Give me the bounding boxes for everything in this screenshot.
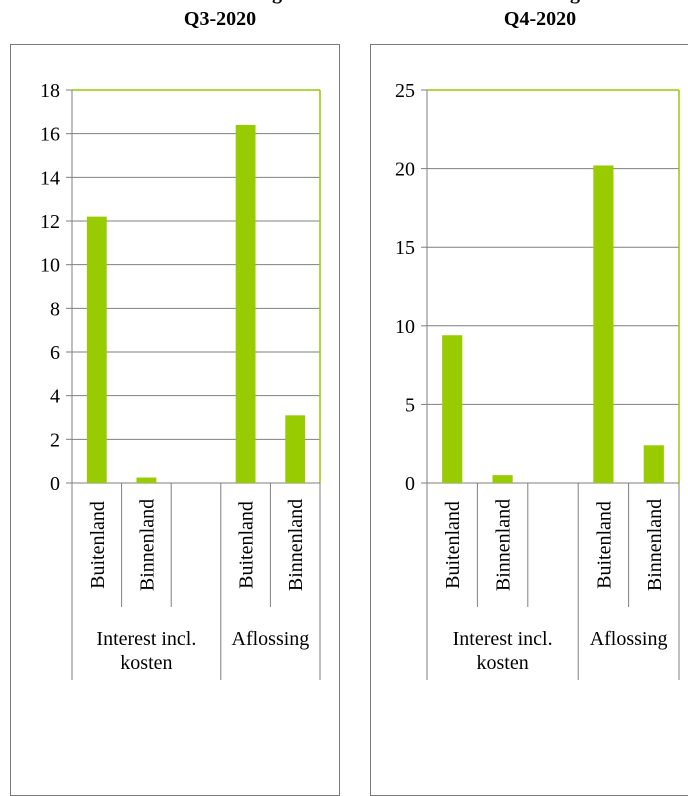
y-tick-label: 2 — [50, 429, 60, 451]
x-category-label: Binnenland — [136, 499, 158, 591]
y-tick-label: 15 — [395, 237, 415, 259]
x-group-label: kosten — [120, 652, 172, 674]
y-tick-label: 16 — [40, 124, 60, 146]
bar — [235, 124, 256, 483]
x-category-label: Buitenland — [593, 501, 615, 589]
y-tick-label: 4 — [50, 386, 60, 408]
chart-title: Q3-2020 — [183, 8, 257, 30]
y-tick-label: 20 — [395, 159, 415, 181]
x-category-label: Binnenland — [644, 499, 666, 591]
chart-title: Q4-2020 — [503, 8, 577, 30]
y-tick-label: 18 — [40, 80, 60, 102]
bar — [492, 475, 513, 483]
y-tick-label: 10 — [40, 255, 60, 277]
x-group-label: Interest incl. — [96, 628, 196, 650]
chart-plot: 0 5 10 15 20 25 Buitenland Binnenland Buitenland… — [395, 80, 680, 680]
bar — [86, 216, 107, 483]
bar — [136, 477, 157, 483]
y-tick-label: 6 — [50, 342, 60, 364]
chart-plot: 0 2 4 6 8 10 12 14 16 18 Buitenland Binnenland Buite… — [40, 80, 321, 680]
bar — [593, 165, 614, 483]
y-tick-label: 14 — [40, 167, 60, 189]
bar — [442, 335, 463, 483]
x-group-label: Aflossing — [232, 628, 310, 650]
x-category-label: Buitenland — [442, 501, 464, 589]
bar — [643, 445, 664, 483]
x-category-label: Buitenland — [87, 501, 109, 589]
y-tick-label: 12 — [40, 211, 60, 233]
y-tick-label: 0 — [405, 473, 415, 495]
chart-frame — [10, 44, 340, 796]
chart-title-top-fragment: g — [560, 0, 590, 4]
y-tick-label: 0 — [50, 473, 60, 495]
x-group-label: kosten — [476, 652, 528, 674]
x-group-label: Aflossing — [590, 628, 668, 650]
y-tick-label: 10 — [395, 316, 415, 338]
y-tick-label: 8 — [50, 298, 60, 320]
chart-frame — [370, 44, 688, 796]
chart-title-top-fragment: g — [262, 0, 292, 4]
x-group-label: Interest incl. — [453, 628, 553, 650]
x-category-label: Binnenland — [285, 499, 307, 591]
y-tick-label: 25 — [395, 80, 415, 102]
x-category-label: Binnenland — [493, 499, 515, 591]
bar — [285, 415, 306, 483]
y-tick-label: 5 — [405, 394, 415, 416]
x-category-label: Buitenland — [236, 501, 258, 589]
